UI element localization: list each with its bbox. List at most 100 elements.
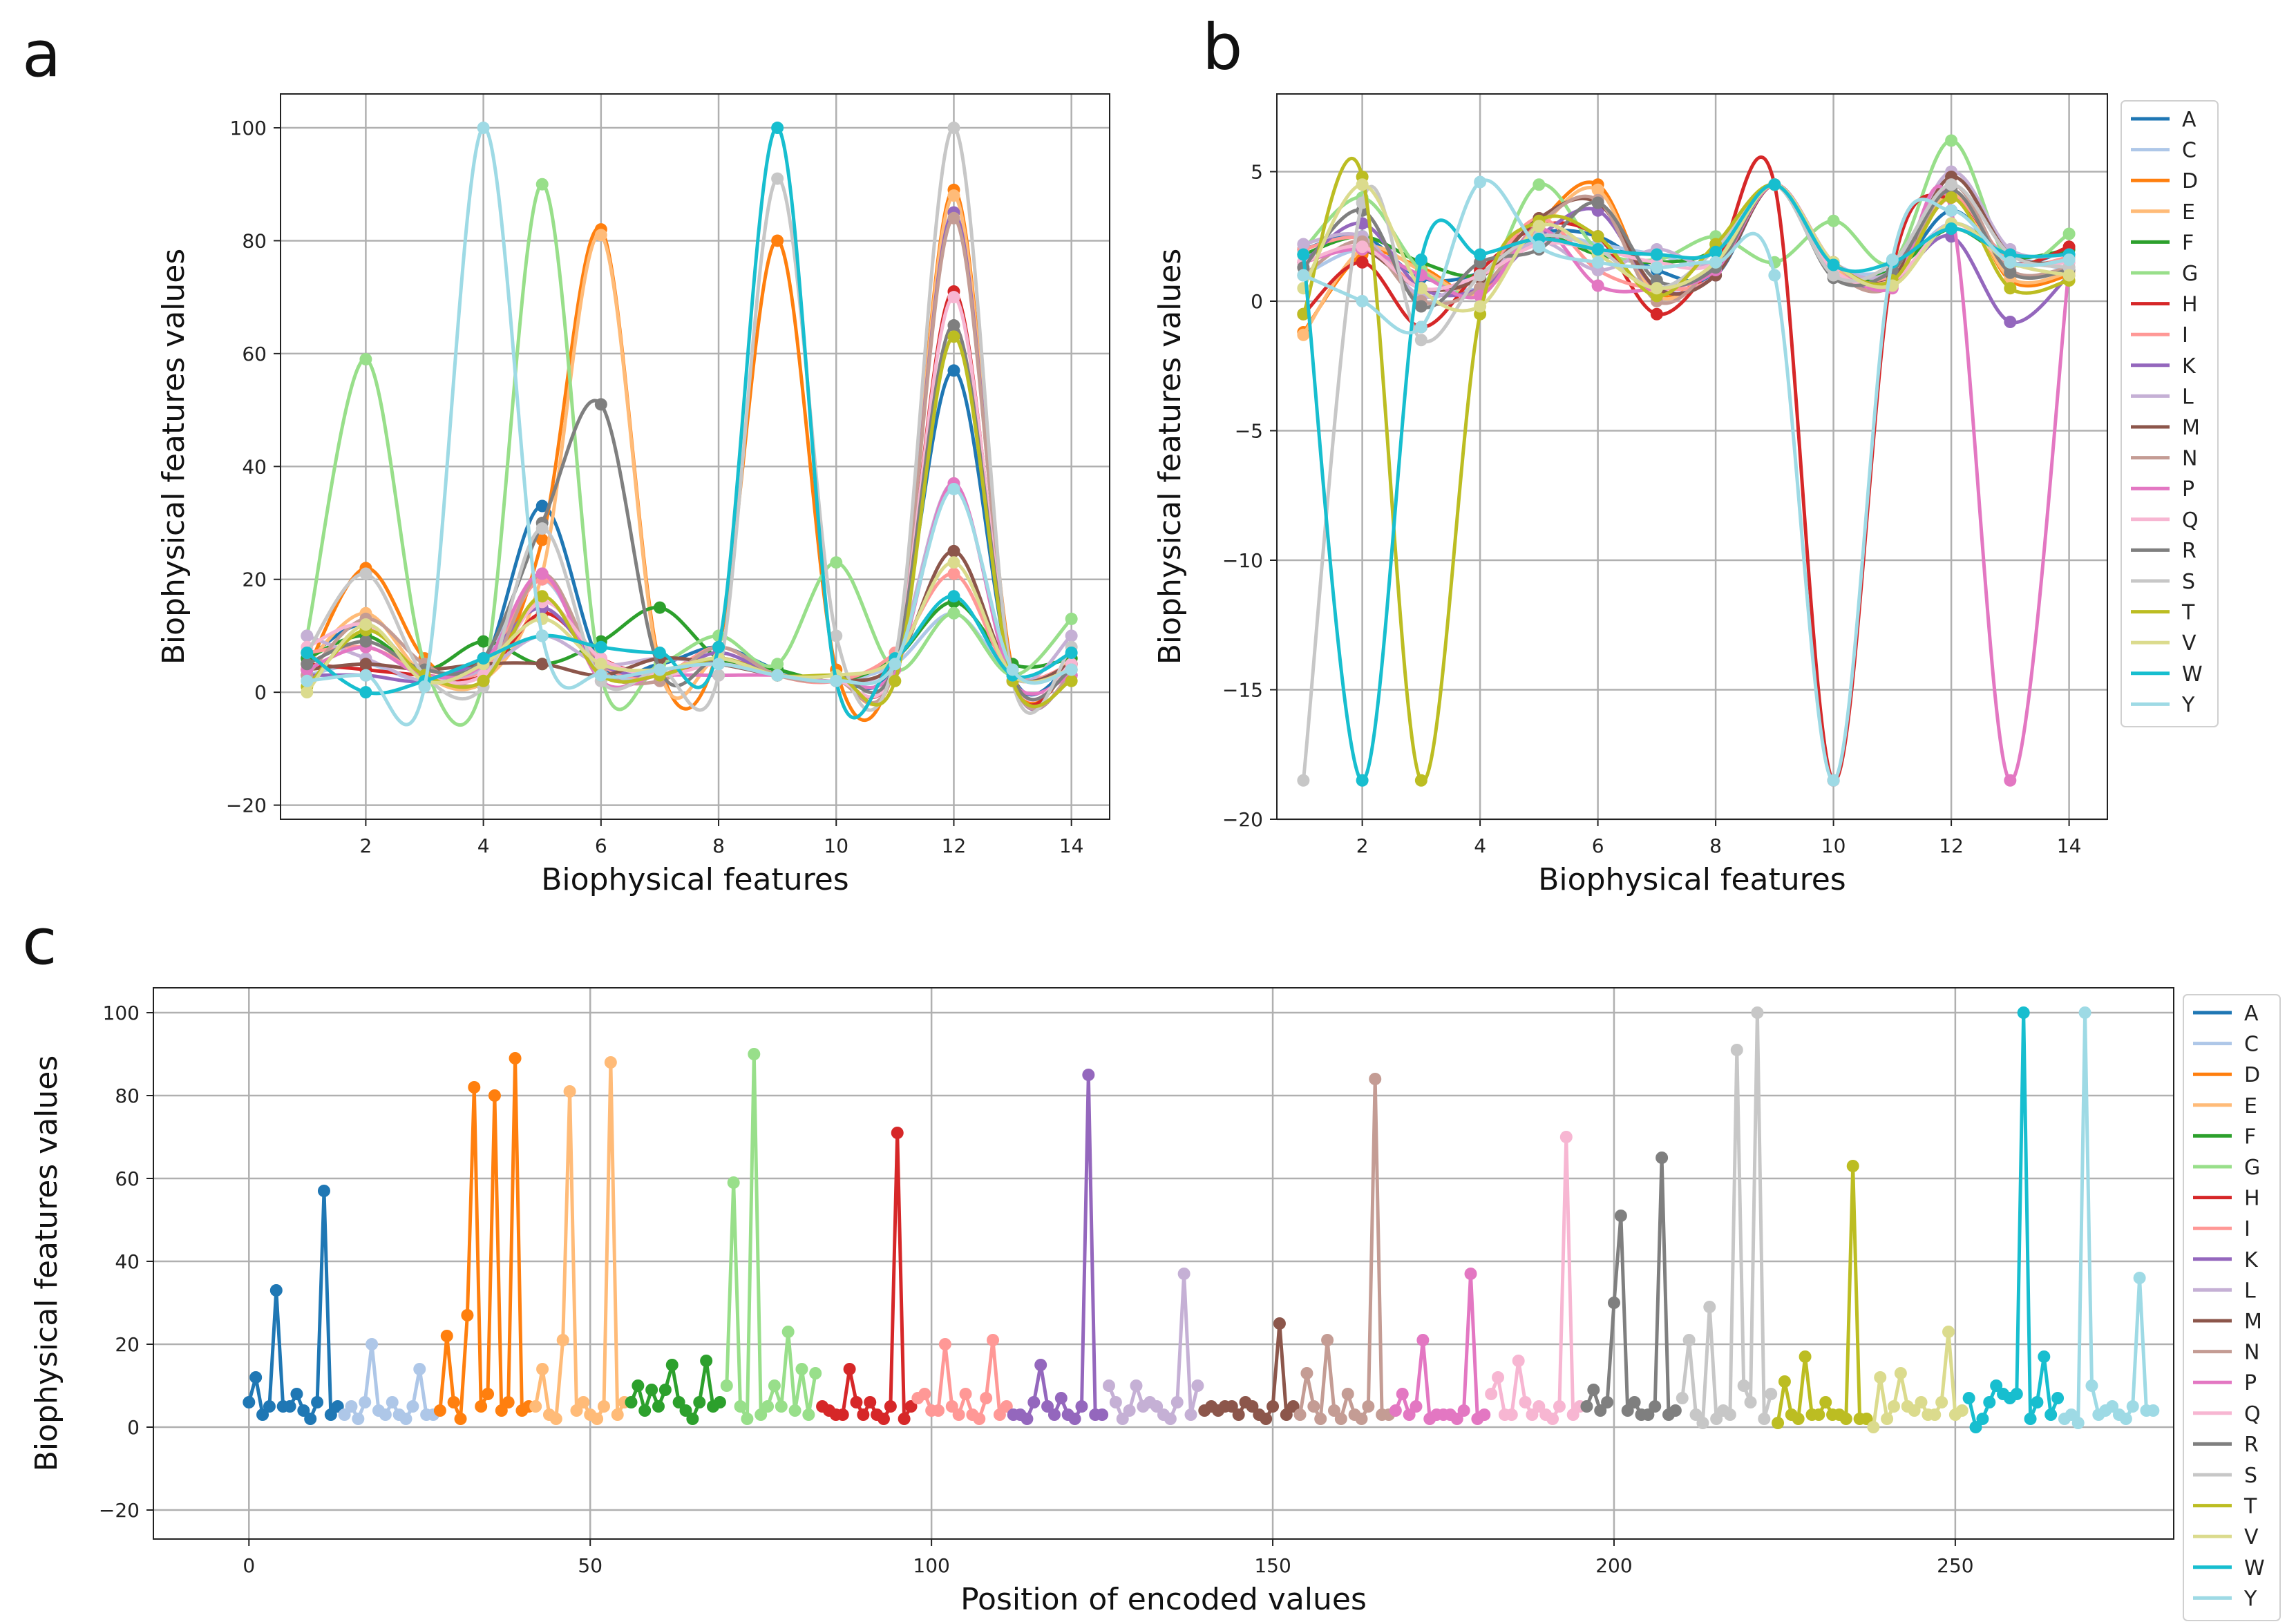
- c-point-N: [1334, 1413, 1347, 1425]
- c-xtick-label: 0: [243, 1554, 255, 1577]
- c-point-P: [1457, 1404, 1470, 1417]
- c-point-M: [1273, 1317, 1286, 1330]
- b-point-V: [1650, 282, 1663, 295]
- c-point-E: [529, 1400, 542, 1413]
- b-point-H: [1356, 256, 1369, 269]
- a-point-G: [359, 353, 372, 366]
- c-point-D: [433, 1404, 446, 1417]
- c-point-Y: [2106, 1400, 2119, 1413]
- c-point-Y: [2133, 1272, 2146, 1284]
- c-point-E: [611, 1408, 624, 1421]
- c-point-P: [1464, 1268, 1477, 1280]
- a-xtick-label: 12: [942, 834, 967, 857]
- a-line-G: [305, 182, 1073, 727]
- c-point-E: [549, 1413, 562, 1425]
- a-point-V: [594, 658, 607, 671]
- c-point-G: [761, 1400, 775, 1413]
- c-point-V: [1874, 1371, 1887, 1384]
- c-point-V: [1881, 1413, 1894, 1425]
- c-legend-label-N: N: [2244, 1341, 2259, 1365]
- c-point-G: [741, 1413, 754, 1425]
- a-xtick-label: 14: [1059, 834, 1084, 857]
- c-point-I: [918, 1388, 931, 1400]
- b-legend-label-L: L: [2182, 385, 2194, 409]
- a-line-Q: [306, 295, 1072, 702]
- c-point-D: [488, 1089, 501, 1102]
- c-point-T: [1819, 1396, 1832, 1408]
- panel-label-a: a: [22, 17, 61, 91]
- c-point-R: [1580, 1400, 1593, 1413]
- a-point-P: [535, 567, 549, 580]
- b-point-G: [1945, 134, 1958, 147]
- c-point-F: [672, 1396, 685, 1408]
- a-point-W: [1065, 646, 1078, 659]
- a-point-T: [947, 330, 960, 343]
- a-point-Y: [535, 629, 549, 642]
- c-point-H: [891, 1127, 904, 1139]
- c-point-C: [338, 1408, 351, 1421]
- a-ytick-label: 80: [242, 229, 267, 252]
- a-point-V: [301, 686, 314, 699]
- c-line-Y: [2063, 1011, 2154, 1425]
- c-ytick-label: 100: [103, 1002, 140, 1024]
- b-point-T: [1945, 191, 1958, 204]
- c-point-A: [263, 1400, 276, 1413]
- c-point-C: [399, 1413, 412, 1425]
- c-line-R: [1585, 1156, 1677, 1417]
- a-xtick-label: 4: [477, 834, 490, 857]
- panel-label-b: b: [1202, 10, 1242, 84]
- b-point-W: [1945, 222, 1958, 235]
- c-point-C: [406, 1400, 419, 1413]
- c-point-M: [1225, 1400, 1238, 1413]
- c-ytick-label: 60: [115, 1167, 140, 1190]
- c-point-F: [638, 1404, 652, 1417]
- c-point-H: [836, 1408, 849, 1421]
- a-point-F: [653, 601, 666, 614]
- c-line-E: [533, 1060, 626, 1421]
- c-legend-label-G: G: [2244, 1156, 2260, 1180]
- b-legend-label-V: V: [2182, 631, 2197, 656]
- c-xtick-label: 150: [1254, 1554, 1291, 1577]
- b-legend-label-G: G: [2182, 262, 2198, 286]
- c-point-V: [1935, 1396, 1948, 1408]
- c-point-P: [1478, 1408, 1491, 1421]
- a-series-group: [301, 122, 1078, 727]
- b-point-E: [1297, 328, 1310, 341]
- c-point-H: [864, 1396, 877, 1408]
- c-point-N: [1321, 1334, 1334, 1346]
- b-line-Y: [1302, 178, 2069, 783]
- c-point-G: [727, 1176, 740, 1189]
- c-point-D: [509, 1052, 522, 1064]
- b-point-S: [1474, 269, 1487, 282]
- c-line-W: [1967, 1011, 2060, 1429]
- c-point-H: [850, 1396, 863, 1408]
- b-point-G: [1533, 178, 1546, 191]
- a-point-Q: [947, 291, 960, 304]
- b-legend-label-C: C: [2182, 139, 2197, 163]
- c-point-K: [1047, 1408, 1061, 1421]
- b-xtick-label: 14: [2057, 834, 2082, 857]
- c-point-E: [604, 1056, 617, 1069]
- c-point-A: [290, 1388, 303, 1400]
- c-point-Y: [2071, 1417, 2085, 1429]
- b-xtick-label: 6: [1592, 834, 1604, 857]
- a-point-Y: [301, 674, 314, 687]
- a-point-W: [653, 646, 666, 659]
- c-point-K: [1082, 1069, 1095, 1081]
- a-point-S: [830, 629, 843, 642]
- b-point-Y: [1297, 269, 1310, 282]
- a-ytick-label: 40: [242, 455, 267, 478]
- c-point-L: [1184, 1408, 1197, 1421]
- a-point-M: [947, 544, 960, 557]
- b-point-W: [1709, 245, 1723, 258]
- c-xtick-label: 100: [913, 1554, 949, 1577]
- b-xtick-label: 12: [1939, 834, 1964, 857]
- c-point-V: [1894, 1367, 1907, 1379]
- c-point-S: [1744, 1396, 1757, 1408]
- c-point-D: [447, 1396, 460, 1408]
- a-point-Y: [1065, 663, 1078, 676]
- c-point-M: [1266, 1400, 1280, 1413]
- a-point-S: [771, 172, 784, 185]
- a-point-Y: [947, 482, 960, 495]
- c-point-Q: [1512, 1355, 1525, 1367]
